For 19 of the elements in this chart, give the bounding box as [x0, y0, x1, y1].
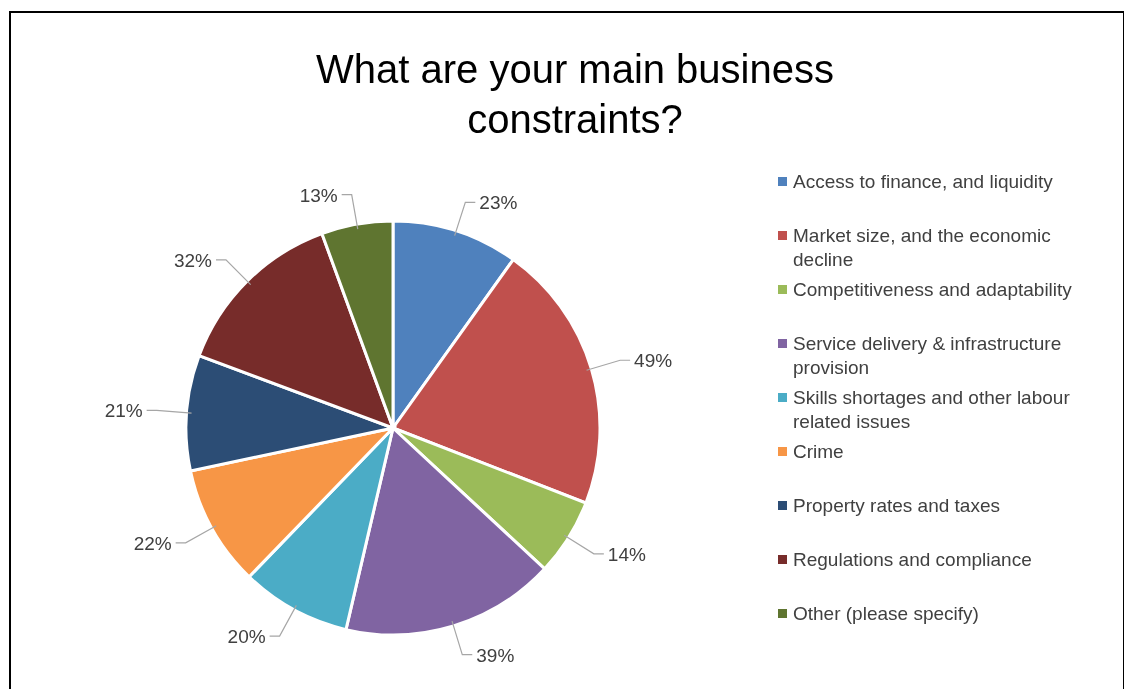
data-label: 39% — [476, 644, 515, 666]
data-label: 21% — [104, 400, 143, 422]
legend-label: Service delivery & infrastructure provision — [793, 333, 1062, 378]
data-label: 20% — [227, 626, 266, 648]
legend-label: Property rates and taxes — [793, 495, 1000, 516]
legend-label: Skills shortages and other labour related issues — [793, 387, 1071, 432]
data-label: 49% — [634, 350, 673, 372]
data-label: 14% — [607, 543, 646, 565]
legend-label: Other (please specify) — [793, 603, 979, 624]
chart-title: What are your main business constraints? — [315, 47, 835, 141]
data-label: 13% — [299, 184, 338, 206]
data-label: 32% — [173, 249, 213, 271]
data-label: 22% — [133, 532, 172, 554]
legend-label: Market size, and the economic decline — [793, 225, 1051, 270]
legend-label: Competitiveness and adaptability — [793, 279, 1073, 300]
legend-label: Crime — [793, 441, 844, 462]
legend-label: Regulations and compliance — [793, 549, 1032, 570]
legend-label: Access to finance, and liquidity — [793, 171, 1054, 192]
data-label: 23% — [479, 192, 518, 214]
